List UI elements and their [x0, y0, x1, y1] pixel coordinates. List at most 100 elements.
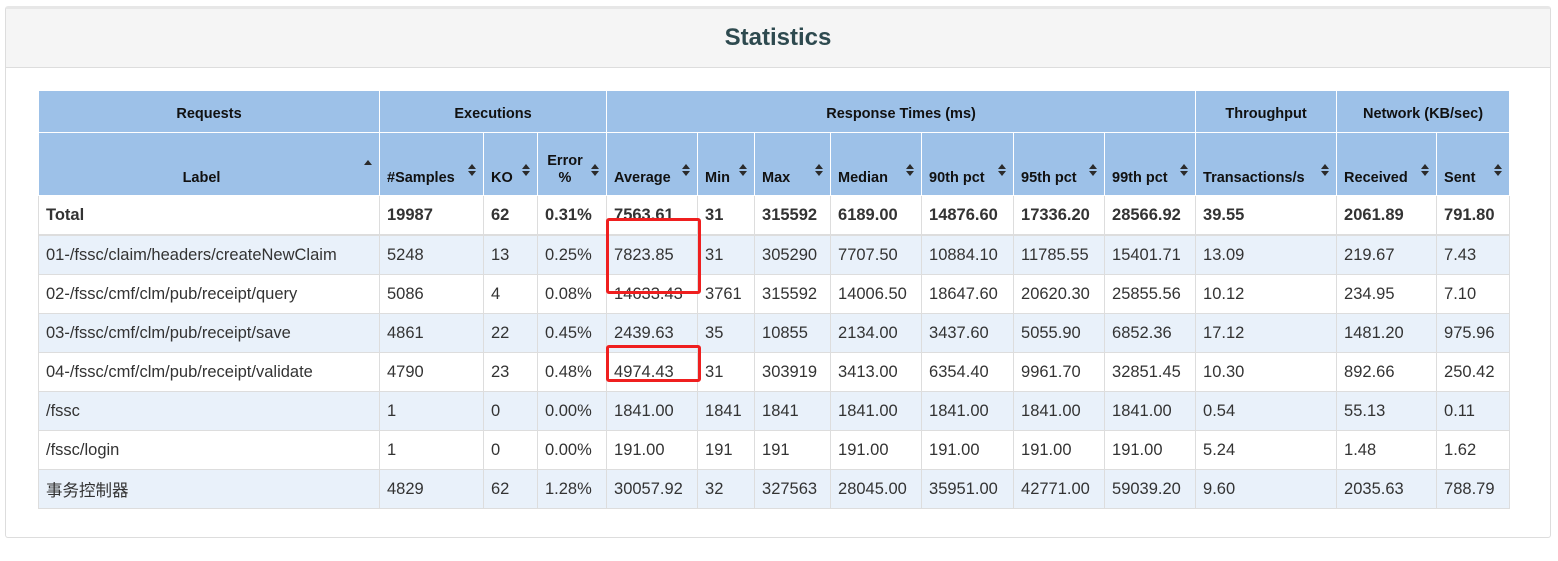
column-header-transactions-per-s[interactable]: Transactions/s	[1195, 132, 1338, 196]
cell-min: 32	[697, 469, 756, 509]
column-header-label: Median	[838, 170, 888, 186]
cell-min: 35	[697, 313, 756, 353]
total-row: Total 19987 62 0.31% 7563.61 31 315592 6189.00 1…	[38, 195, 1511, 236]
column-header-99th-pct[interactable]: 99th pct	[1104, 132, 1197, 196]
cell-95th-pct: 20620.30	[1013, 274, 1106, 314]
column-header-label: Error %	[547, 153, 583, 186]
total-cell-min: 31	[697, 195, 756, 236]
cell-ko: 13	[483, 234, 538, 275]
cell-median: 14006.50	[830, 274, 923, 314]
cell-received: 219.67	[1336, 234, 1438, 275]
cell-95th-pct: 9961.70	[1013, 352, 1106, 392]
cell-min: 191	[697, 430, 756, 470]
cell-ko: 0	[483, 430, 538, 470]
column-header-row: Label #Samples KO Error % Average Min Max Media…	[38, 132, 1511, 196]
statistics-table: Requests Executions Response Times (ms) …	[38, 90, 1511, 509]
cell-90th-pct: 3437.60	[921, 313, 1015, 353]
sort-both-icon	[1421, 163, 1430, 177]
column-header-90th-pct[interactable]: 90th pct	[921, 132, 1015, 196]
column-header-received[interactable]: Received	[1336, 132, 1438, 196]
table-row: 02-/fssc/cmf/clm/pub/receipt/query 5086 4 0…	[38, 274, 1511, 314]
group-header-throughput: Throughput	[1195, 90, 1338, 133]
total-cell-ko: 62	[483, 195, 538, 236]
column-header-label: Sent	[1444, 170, 1476, 186]
group-header-executions: Executions	[378, 90, 608, 133]
cell-ko: 4	[483, 274, 538, 314]
cell-min: 31	[697, 352, 756, 392]
column-header-label: Max	[762, 170, 791, 186]
table-wrapper: Requests Executions Response Times (ms) …	[38, 90, 1511, 509]
cell-max: 305290	[754, 234, 832, 275]
column-header-label: Transactions/s	[1203, 170, 1305, 186]
column-header-label: #Samples	[387, 170, 455, 186]
column-header-label: Min	[705, 170, 730, 186]
cell-samples: 1	[379, 391, 484, 431]
cell-transactions-per-s: 10.12	[1195, 274, 1338, 314]
cell-error-pct: 0.00%	[536, 391, 608, 431]
sort-both-icon	[1089, 163, 1098, 177]
cell-transactions-per-s: 0.54	[1195, 391, 1338, 431]
cell-received: 892.66	[1336, 352, 1438, 392]
total-cell-received: 2061.89	[1336, 195, 1438, 236]
column-header-label: Label	[182, 170, 221, 186]
cell-average: 7823.85	[606, 234, 699, 275]
sort-both-icon	[591, 163, 600, 177]
panel-heading: Statistics	[6, 9, 1550, 68]
sort-both-icon	[739, 163, 748, 177]
cell-transactions-per-s: 13.09	[1195, 234, 1338, 275]
sort-both-icon	[522, 163, 530, 177]
cell-error-pct: 0.48%	[536, 352, 608, 392]
cell-transactions-per-s: 10.30	[1195, 352, 1338, 392]
column-header-samples[interactable]: #Samples	[379, 132, 484, 196]
column-header-error-pct[interactable]: Error %	[536, 132, 608, 196]
cell-samples: 5086	[379, 274, 484, 314]
column-header-ko[interactable]: KO	[483, 132, 538, 196]
group-header-row: Requests Executions Response Times (ms) …	[38, 90, 1511, 133]
column-header-label: Received	[1344, 170, 1408, 186]
sort-both-icon	[998, 163, 1007, 177]
total-cell-99th-pct: 28566.92	[1104, 195, 1197, 236]
cell-average: 191.00	[606, 430, 699, 470]
cell-max: 1841	[754, 391, 832, 431]
sort-both-icon	[815, 163, 824, 177]
cell-error-pct: 0.08%	[536, 274, 608, 314]
cell-95th-pct: 1841.00	[1013, 391, 1106, 431]
cell-error-pct: 1.28%	[536, 469, 608, 509]
cell-95th-pct: 42771.00	[1013, 469, 1106, 509]
sort-ascending-icon	[364, 159, 372, 173]
group-header-response-times: Response Times (ms)	[606, 90, 1197, 133]
cell-label: /fssc	[38, 391, 380, 431]
cell-90th-pct: 1841.00	[921, 391, 1015, 431]
cell-received: 1.48	[1336, 430, 1438, 470]
cell-samples: 4829	[379, 469, 484, 509]
cell-error-pct: 0.45%	[536, 313, 608, 353]
column-header-median[interactable]: Median	[830, 132, 923, 196]
cell-sent: 250.42	[1436, 352, 1511, 392]
cell-median: 1841.00	[830, 391, 923, 431]
column-header-label: 95th pct	[1021, 170, 1077, 186]
column-header-max[interactable]: Max	[754, 132, 832, 196]
cell-median: 7707.50	[830, 234, 923, 275]
cell-median: 28045.00	[830, 469, 923, 509]
column-header-min[interactable]: Min	[697, 132, 756, 196]
column-header-95th-pct[interactable]: 95th pct	[1013, 132, 1106, 196]
cell-average: 1841.00	[606, 391, 699, 431]
cell-received: 55.13	[1336, 391, 1438, 431]
cell-ko: 62	[483, 469, 538, 509]
cell-transactions-per-s: 17.12	[1195, 313, 1338, 353]
column-header-label[interactable]: Label	[38, 132, 380, 196]
cell-99th-pct: 25855.56	[1104, 274, 1197, 314]
cell-99th-pct: 191.00	[1104, 430, 1197, 470]
column-header-label: 99th pct	[1112, 170, 1168, 186]
cell-error-pct: 0.25%	[536, 234, 608, 275]
total-cell-95th-pct: 17336.20	[1013, 195, 1106, 236]
total-cell-sent: 791.80	[1436, 195, 1511, 236]
column-header-sent[interactable]: Sent	[1436, 132, 1511, 196]
cell-95th-pct: 191.00	[1013, 430, 1106, 470]
cell-median: 3413.00	[830, 352, 923, 392]
column-header-average[interactable]: Average	[606, 132, 699, 196]
cell-99th-pct: 15401.71	[1104, 234, 1197, 275]
cell-average: 30057.92	[606, 469, 699, 509]
cell-error-pct: 0.00%	[536, 430, 608, 470]
table-row: 01-/fssc/claim/headers/createNewClaim 524…	[38, 234, 1511, 275]
